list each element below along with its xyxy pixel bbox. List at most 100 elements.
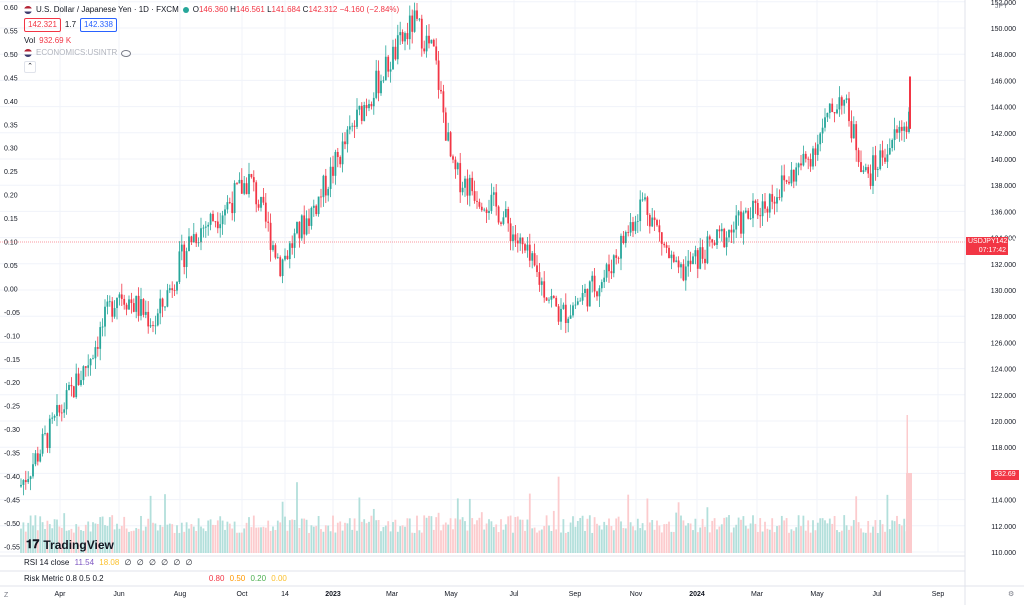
volume-bar bbox=[252, 515, 255, 553]
economics-label[interactable]: ECONOMICS:USINTR bbox=[36, 48, 118, 57]
volume-bar bbox=[413, 532, 416, 553]
candle-body bbox=[593, 275, 596, 292]
candle-body bbox=[713, 242, 716, 245]
candle-body bbox=[296, 221, 298, 234]
volume-bar bbox=[651, 519, 654, 553]
volume-bar bbox=[233, 521, 236, 553]
sell-price-button[interactable]: 142.321 bbox=[24, 18, 61, 32]
candle-body bbox=[591, 275, 594, 282]
volume-bar bbox=[564, 532, 567, 553]
candle-body bbox=[228, 202, 231, 204]
candle-body bbox=[790, 169, 793, 184]
time-tick-label: Mar bbox=[751, 591, 764, 598]
volume-bar bbox=[893, 521, 896, 553]
candle-body bbox=[605, 264, 608, 278]
volume-bar bbox=[44, 528, 46, 553]
volume-bar bbox=[783, 520, 786, 553]
candle-body bbox=[20, 484, 22, 487]
candle-body bbox=[82, 366, 85, 381]
candle-body bbox=[636, 221, 639, 222]
volume-label[interactable]: Vol bbox=[24, 36, 36, 45]
candle-body bbox=[56, 405, 58, 416]
volume-bar bbox=[699, 527, 702, 553]
candle-body bbox=[406, 33, 409, 40]
volume-bar bbox=[732, 527, 735, 553]
volume-bar bbox=[766, 528, 769, 553]
candle-body bbox=[101, 326, 104, 328]
timezone-button[interactable]: Z bbox=[4, 592, 9, 599]
candle-body bbox=[562, 304, 565, 309]
candle-body bbox=[500, 222, 502, 224]
volume-bar bbox=[428, 515, 430, 553]
volume-bar bbox=[39, 516, 42, 553]
candle-body bbox=[483, 209, 486, 211]
risk-label[interactable]: Risk Metric 0.8 0.5 0.2 bbox=[24, 574, 104, 583]
volume-bar bbox=[526, 519, 529, 553]
volume-bar bbox=[864, 532, 867, 553]
volume-bar bbox=[658, 525, 661, 553]
candle-body bbox=[377, 70, 380, 94]
volume-bar bbox=[653, 529, 656, 553]
time-tick-label: Oct bbox=[237, 591, 248, 598]
candle-body bbox=[324, 175, 327, 196]
candle-body bbox=[836, 109, 838, 114]
volume-bar bbox=[776, 526, 778, 553]
volume-bar bbox=[267, 520, 270, 553]
volume-bar bbox=[807, 520, 810, 553]
volume-bar bbox=[22, 522, 25, 553]
volume-bar bbox=[291, 519, 294, 553]
candle-body bbox=[766, 208, 769, 213]
volume-bar bbox=[111, 515, 114, 553]
candle-body bbox=[274, 245, 277, 258]
candle-body bbox=[852, 124, 855, 139]
candle-body bbox=[418, 18, 421, 20]
candle-body bbox=[747, 210, 750, 219]
candle-body bbox=[802, 153, 805, 166]
candle-body bbox=[444, 112, 447, 141]
candle-body bbox=[44, 433, 46, 434]
left-tick-label: -0.05 bbox=[4, 310, 20, 317]
volume-bar bbox=[706, 507, 709, 553]
candle-body bbox=[464, 178, 466, 188]
volume-bar bbox=[257, 527, 260, 553]
volume-bar bbox=[358, 497, 361, 553]
time-tick-label: Jun bbox=[113, 591, 124, 598]
eye-icon[interactable] bbox=[121, 49, 132, 57]
candle-body bbox=[27, 479, 30, 483]
volume-bar bbox=[524, 530, 526, 553]
collapse-legend-button[interactable]: ⌃ bbox=[24, 61, 36, 73]
volume-bar bbox=[596, 523, 598, 553]
candle-body bbox=[262, 196, 265, 203]
candle-body bbox=[320, 196, 322, 198]
volume-bar bbox=[411, 532, 414, 553]
volume-bar bbox=[120, 525, 123, 553]
candle-body bbox=[104, 306, 106, 327]
candle-body-last bbox=[909, 76, 911, 129]
candle-body bbox=[68, 384, 70, 391]
candle-body bbox=[72, 386, 75, 398]
settings-icon[interactable]: ⚙ bbox=[1008, 591, 1015, 598]
candle-body bbox=[833, 112, 836, 114]
volume-bar bbox=[850, 526, 853, 553]
candle-body bbox=[188, 236, 190, 252]
currency-label[interactable]: JPY bbox=[995, 3, 1008, 10]
candle-body bbox=[154, 325, 157, 327]
rsi-value-6: ∅ bbox=[161, 558, 169, 567]
volume-bar bbox=[216, 520, 219, 553]
left-tick-label: 0.05 bbox=[4, 263, 18, 270]
volume-bar bbox=[740, 519, 742, 553]
volume-bar bbox=[886, 494, 889, 553]
candle-body bbox=[159, 298, 162, 314]
candle-body bbox=[521, 237, 524, 245]
rsi-value-4: ∅ bbox=[136, 558, 144, 567]
volume-bar bbox=[730, 532, 733, 553]
volume-bar bbox=[248, 517, 250, 553]
candle-body bbox=[864, 167, 867, 171]
candle-body bbox=[648, 214, 651, 227]
buy-price-button[interactable]: 142.338 bbox=[80, 18, 117, 32]
price-tick-label: 118.000 bbox=[991, 445, 1016, 452]
rsi-label[interactable]: RSI 14 close bbox=[24, 558, 70, 567]
symbol-title[interactable]: U.S. Dollar / Japanese Yen · 1D · FXCM bbox=[36, 5, 179, 14]
candle-body bbox=[512, 234, 514, 242]
